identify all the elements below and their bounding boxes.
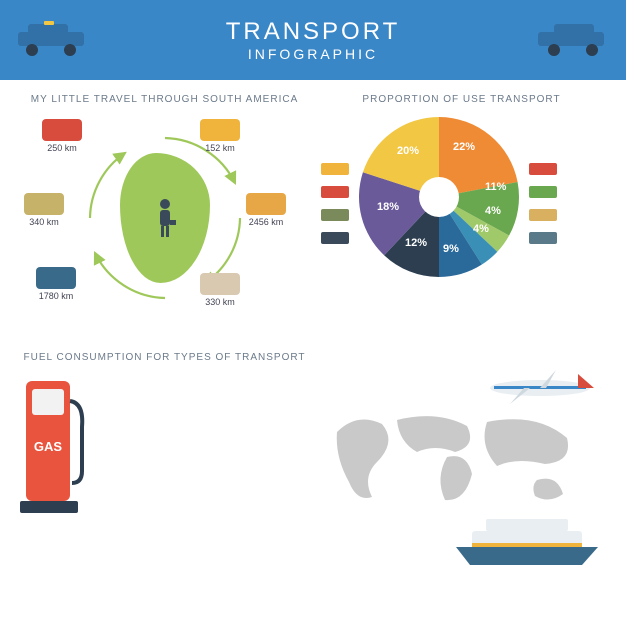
routes-panel: [317, 352, 606, 602]
cycle-item-5: 340 km: [12, 193, 76, 227]
vehicle-icon: [36, 267, 76, 289]
pie-title: PROPORTION OF USE TRANSPORT: [317, 94, 606, 105]
ship-icon: [452, 513, 602, 568]
cycle-distance: 340 km: [29, 217, 59, 227]
vehicle-icon: [42, 119, 82, 141]
car-left-icon: [10, 20, 100, 60]
pie-label: 4%: [473, 223, 489, 235]
cycle-distance: 2456 km: [249, 217, 284, 227]
legend-icon: [321, 186, 349, 198]
cycle-item-1: 152 km: [188, 119, 252, 153]
header-subtitle: INFOGRAPHIC: [100, 46, 526, 62]
pie-label: 4%: [485, 205, 501, 217]
traveler-icon: [153, 198, 177, 238]
pie-label: 22%: [453, 141, 475, 153]
legend-icon: [321, 163, 349, 175]
pie-legend-right: [529, 151, 557, 244]
svg-text:GAS: GAS: [34, 439, 63, 454]
pie-chart: 22% 11% 4% 4% 9% 12% 18% 20%: [355, 113, 523, 281]
pie-svg: [355, 113, 523, 281]
cycle-item-2: 2456 km: [234, 193, 298, 227]
travel-panel: MY LITTLE TRAVEL THROUGH SOUTH AMERICA: [20, 94, 309, 344]
travel-cycle: 250 km 152 km 2456 km 330 km 1780 km 340 km: [20, 113, 309, 323]
gas-pump-icon: GAS: [20, 371, 88, 521]
vehicle-icon: [200, 273, 240, 295]
cycle-distance: 250 km: [47, 143, 77, 153]
legend-icon: [529, 186, 557, 198]
header-banner: TRANSPORT INFOGRAPHIC: [0, 0, 626, 80]
cycle-item-4: 1780 km: [24, 267, 88, 301]
cycle-item-3: 330 km: [188, 273, 252, 307]
pie-label: 18%: [377, 201, 399, 213]
fuel-panel: FUEL CONSUMPTION FOR TYPES OF TRANSPORT …: [20, 352, 309, 602]
fuel-title: FUEL CONSUMPTION FOR TYPES OF TRANSPORT: [20, 352, 309, 363]
pie-legend-left: [321, 151, 349, 244]
legend-icon: [529, 209, 557, 221]
pie-label: 12%: [405, 237, 427, 249]
fuel-bars: [96, 371, 309, 379]
cycle-item-0: 250 km: [30, 119, 94, 153]
legend-icon: [321, 209, 349, 221]
cycle-distance: 152 km: [205, 143, 235, 153]
header-title: TRANSPORT: [100, 18, 526, 46]
vehicle-icon: [24, 193, 64, 215]
header-titles: TRANSPORT INFOGRAPHIC: [100, 18, 526, 62]
legend-icon: [529, 232, 557, 244]
vehicle-icon: [200, 119, 240, 141]
car-right-icon: [526, 20, 616, 60]
travel-title: MY LITTLE TRAVEL THROUGH SOUTH AMERICA: [20, 94, 309, 105]
pie-label: 11%: [485, 181, 506, 193]
pie-label: 20%: [397, 145, 419, 157]
airplane-icon: [480, 364, 600, 406]
pie-label: 9%: [443, 243, 459, 255]
cycle-distance: 330 km: [205, 297, 235, 307]
legend-icon: [321, 232, 349, 244]
pie-panel: PROPORTION OF USE TRANSPORT 22% 11% 4% 4% 9%…: [317, 94, 606, 344]
vehicle-icon: [246, 193, 286, 215]
routes-map: [317, 360, 606, 570]
cycle-distance: 1780 km: [39, 291, 74, 301]
legend-icon: [529, 163, 557, 175]
